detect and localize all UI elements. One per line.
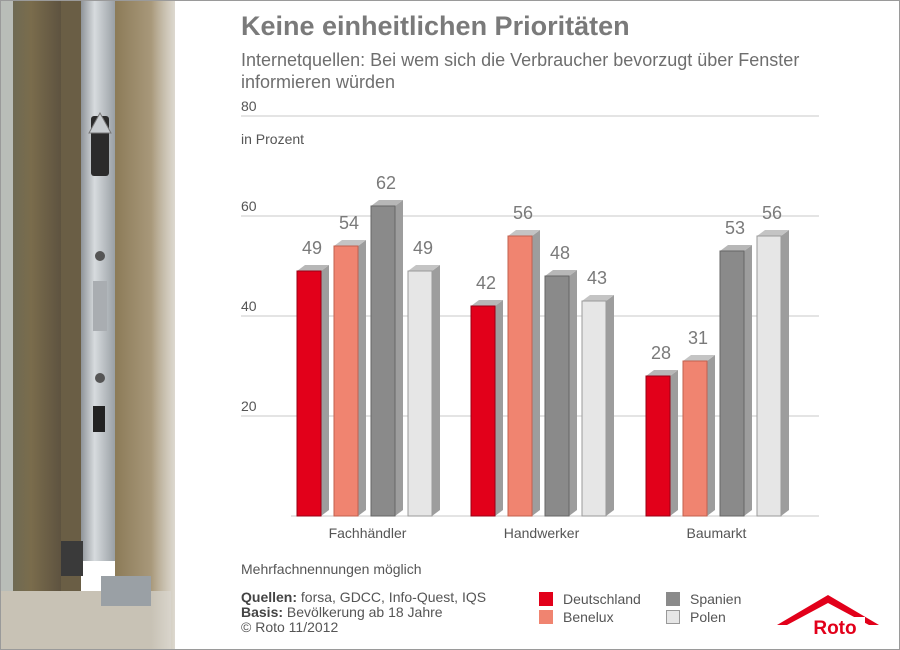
bar-top <box>408 265 440 271</box>
bar <box>370 205 396 517</box>
y-tick-label: 20 <box>241 398 257 414</box>
bar-value-label: 53 <box>725 218 745 238</box>
bar <box>407 270 433 517</box>
bar-top <box>297 265 329 271</box>
bar-value-label: 56 <box>762 203 782 223</box>
chart-title: Keine einheitlichen Prioritäten <box>241 11 630 41</box>
bar <box>296 270 322 517</box>
bar-top <box>545 270 577 276</box>
footnote-multiple-answers: Mehrfachnennungen möglich <box>241 561 422 577</box>
legend-item-spanien: Spanien <box>666 591 741 607</box>
bar <box>682 360 708 517</box>
bar-side <box>781 230 789 516</box>
bar-top <box>720 245 752 251</box>
bar-value-label: 48 <box>550 243 570 263</box>
bar-side <box>707 355 715 516</box>
legend-swatch-deutschland <box>539 592 553 606</box>
category-label: Baumarkt <box>687 525 747 541</box>
bar-side <box>395 200 403 516</box>
y-tick-label: 60 <box>241 198 257 214</box>
bar-top <box>334 240 366 246</box>
copyright: © Roto 11/2012 <box>241 619 339 635</box>
bar-top <box>471 300 503 306</box>
bar-value-label: 49 <box>413 238 433 258</box>
bar-side <box>606 295 614 516</box>
bar-side <box>532 230 540 516</box>
legend-label: Deutschland <box>563 591 641 607</box>
legend-item-polen: Polen <box>666 609 726 625</box>
bar-value-label: 43 <box>587 268 607 288</box>
bar <box>470 305 496 517</box>
source-credits: Quellen: forsa, GDCC, Info-Quest, IQS Ba… <box>241 590 486 635</box>
bar-value-label: 54 <box>339 213 359 233</box>
logo-text-bg <box>803 617 865 637</box>
bar-top <box>582 295 614 301</box>
bar-side <box>432 265 440 516</box>
bar-side <box>321 265 329 516</box>
roto-logo: Roto <box>777 595 879 639</box>
bar-value-label: 62 <box>376 173 396 193</box>
roof-shape <box>777 595 879 625</box>
bar <box>645 375 671 517</box>
legend-swatch-spanien <box>666 592 680 606</box>
bar-top <box>683 355 715 361</box>
bar-side <box>358 240 366 516</box>
basis-text: Bevölkerung ab 18 Jahre <box>283 604 443 620</box>
bar-top <box>371 200 403 206</box>
bar-value-label: 56 <box>513 203 533 223</box>
bar <box>507 235 533 517</box>
bar-side <box>744 245 752 516</box>
bar-top <box>646 370 678 376</box>
legend-swatch-polen <box>666 610 680 624</box>
legend-item-benelux: Benelux <box>539 609 614 625</box>
sources-label: Quellen: <box>241 589 298 605</box>
y-tick-label: 80 <box>241 98 257 114</box>
bar <box>333 245 359 517</box>
basis-label: Basis: <box>241 604 284 620</box>
bar <box>581 300 607 517</box>
y-tick-label: 40 <box>241 298 257 314</box>
bar-top <box>508 230 540 236</box>
bar-top <box>757 230 789 236</box>
chart-subtitle: Internetquellen: Bei wem sich die Verbra… <box>241 50 800 92</box>
bar-side <box>670 370 678 516</box>
unit-label: in Prozent <box>241 131 304 147</box>
bar-value-label: 28 <box>651 343 671 363</box>
bar-value-label: 31 <box>688 328 708 348</box>
legend-label: Spanien <box>690 591 742 607</box>
legend-label: Benelux <box>563 609 614 625</box>
bar <box>544 275 570 517</box>
category-label: Handwerker <box>504 525 580 541</box>
bar-value-label: 49 <box>302 238 322 258</box>
sources-text: forsa, GDCC, Info-Quest, IQS <box>297 589 487 605</box>
bar-side <box>495 300 503 516</box>
bar-value-label: 42 <box>476 273 496 293</box>
legend-item-deutschland: Deutschland <box>539 591 641 607</box>
bar-side <box>569 270 577 516</box>
bar <box>756 235 782 517</box>
category-label: Fachhändler <box>329 525 407 541</box>
legend-label: Polen <box>690 609 726 625</box>
legend-swatch-benelux <box>539 610 553 624</box>
bar <box>719 250 745 517</box>
logo-text: Roto <box>813 618 856 639</box>
